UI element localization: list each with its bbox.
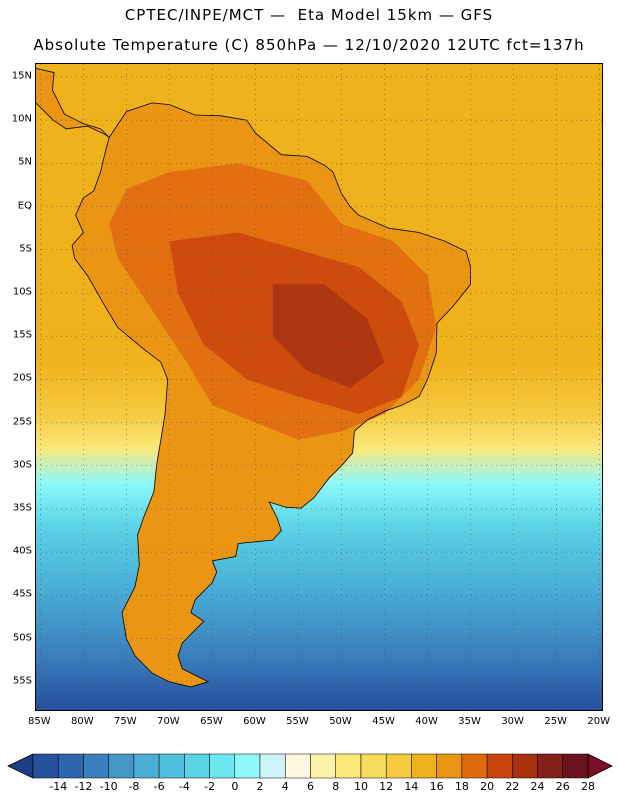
latitude-tick-label: 25S bbox=[12, 416, 32, 428]
colorbar-segment bbox=[310, 753, 336, 779]
latitude-tick-label: 5S bbox=[19, 243, 32, 255]
longitude-tick-label: 20W bbox=[587, 716, 610, 727]
colorbar-tick-label: -6 bbox=[153, 780, 165, 793]
longitude-tick-label: 40W bbox=[415, 716, 438, 727]
latitude-tick-label: 50S bbox=[12, 632, 32, 644]
colorbar-tick-label: 16 bbox=[429, 780, 444, 793]
colorbar-tick-label: -12 bbox=[74, 780, 93, 793]
colorbar-segment bbox=[158, 753, 185, 779]
colorbar-tick-label: 4 bbox=[281, 780, 289, 793]
central-america-coastline bbox=[36, 67, 110, 138]
colorbar-segment bbox=[537, 753, 563, 779]
colorbar-segment bbox=[184, 753, 210, 779]
colorbar-tick-label: 18 bbox=[454, 780, 469, 793]
latitude-tick-label: 10S bbox=[12, 286, 32, 298]
colorbar-tick-label: 6 bbox=[307, 780, 314, 793]
colorbar-segment bbox=[385, 753, 412, 779]
latitude-tick-label: 5N bbox=[18, 156, 32, 168]
latitude-tick-label: 10N bbox=[11, 113, 32, 125]
colorbar-segment bbox=[32, 753, 59, 779]
latitude-tick-label: 20S bbox=[12, 372, 32, 384]
colorbar-segment bbox=[436, 753, 463, 779]
colorbar-segment bbox=[411, 753, 437, 779]
colorbar-tick-label: 26 bbox=[555, 780, 570, 793]
colorbar-segment bbox=[461, 753, 488, 779]
colorbar-segment bbox=[108, 753, 135, 779]
colorbar-segment bbox=[133, 753, 160, 779]
colorbar-segment bbox=[285, 753, 311, 779]
colorbar-segment bbox=[360, 753, 387, 779]
longitude-tick-label: 70W bbox=[157, 716, 180, 727]
colorbar-segment bbox=[57, 753, 84, 779]
longitude-tick-label: 35W bbox=[458, 716, 481, 727]
colorbar-left-arrow bbox=[7, 753, 34, 779]
colorbar-tick-label: 22 bbox=[505, 780, 520, 793]
map-subtitle: Absolute Temperature (C) 850hPa — 12/10/… bbox=[33, 36, 585, 54]
colorbar-segment bbox=[259, 753, 286, 779]
colorbar bbox=[7, 753, 613, 779]
latitude-tick-label: 15S bbox=[12, 329, 32, 341]
colorbar-tick-label: 20 bbox=[480, 780, 495, 793]
colorbar-segment bbox=[512, 753, 538, 779]
colorbar-tick-label: 24 bbox=[530, 780, 545, 793]
colorbar-segment bbox=[335, 753, 362, 779]
temperature-field-map bbox=[36, 64, 602, 710]
colorbar-tick-label: -14 bbox=[49, 780, 68, 793]
longitude-tick-label: 80W bbox=[71, 716, 94, 727]
colorbar-segment bbox=[486, 753, 513, 779]
coastline bbox=[71, 102, 472, 688]
longitude-tick-label: 45W bbox=[372, 716, 395, 727]
colorbar-tick-label: 10 bbox=[353, 780, 368, 793]
colorbar-tick-label: 2 bbox=[256, 780, 264, 793]
colorbar-segment bbox=[234, 753, 261, 779]
latitude-tick-label: 15N bbox=[11, 70, 32, 82]
longitude-tick-label: 75W bbox=[114, 716, 137, 727]
colorbar-segment bbox=[562, 753, 589, 779]
colorbar-tick-label: 8 bbox=[332, 780, 340, 793]
colorbar-tick-label: -2 bbox=[204, 780, 216, 793]
core-hot-region bbox=[272, 284, 385, 388]
colorbar-tick-label: 14 bbox=[404, 780, 419, 793]
colorbar-segment bbox=[209, 753, 236, 779]
longitude-tick-label: 60W bbox=[243, 716, 266, 727]
colorbar-segment bbox=[83, 753, 109, 779]
longitude-tick-label: 65W bbox=[200, 716, 223, 727]
central-america-landmass bbox=[36, 68, 110, 138]
colorbar-tick-label: -10 bbox=[99, 780, 118, 793]
latitude-tick-label: 55S bbox=[12, 675, 32, 687]
map-panel bbox=[35, 63, 603, 711]
longitude-tick-label: 25W bbox=[544, 716, 567, 727]
latitude-tick-label: 45S bbox=[12, 588, 32, 600]
latitude-tick-label: 40S bbox=[12, 545, 32, 557]
colorbar-tick-label: 12 bbox=[379, 780, 394, 793]
longitude-tick-label: 85W bbox=[27, 716, 51, 727]
longitude-tick-label: 50W bbox=[329, 716, 352, 727]
colorbar-tick-label: -8 bbox=[128, 780, 140, 793]
latitude-tick-label: 30S bbox=[12, 459, 32, 471]
colorbar-right-arrow bbox=[587, 753, 613, 779]
colorbar-tick-label: 0 bbox=[231, 780, 239, 793]
map-title: CPTEC/INPE/MCT — Eta Model 15km — GFS bbox=[124, 6, 494, 24]
latitude-tick-label: EQ bbox=[17, 200, 32, 212]
longitude-tick-label: 30W bbox=[501, 716, 524, 727]
longitude-tick-label: 55W bbox=[286, 716, 309, 727]
latitude-tick-label: 35S bbox=[12, 502, 32, 514]
colorbar-tick-label: 28 bbox=[581, 780, 595, 793]
colorbar-tick-label: -4 bbox=[178, 780, 190, 793]
